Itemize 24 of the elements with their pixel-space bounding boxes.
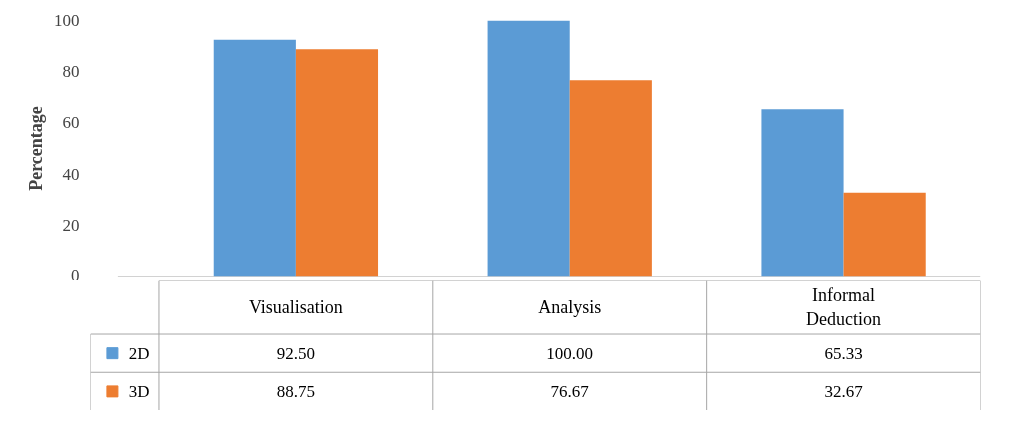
y-tick-label: 0 [71, 265, 80, 285]
y-tick-label: 20 [62, 215, 80, 235]
data-label: 100.00 [546, 343, 594, 363]
bar [295, 49, 379, 277]
data-label: 88.75 [276, 381, 316, 401]
legend-label: 3D [128, 381, 150, 401]
data-label: 76.67 [550, 381, 590, 401]
data-label: 32.67 [824, 381, 864, 401]
y-tick-label: 40 [62, 164, 80, 184]
bar [213, 39, 296, 277]
data-label: 92.50 [276, 343, 316, 363]
bar [843, 192, 926, 277]
y-tick-label: 60 [62, 113, 80, 133]
bar [761, 109, 844, 277]
x-tick-label: Informal Deduction [806, 285, 882, 330]
x-tick-label: Analysis [538, 297, 602, 318]
x-tick-label: Visualisation [248, 297, 343, 318]
y-tick-label: 100 [54, 11, 80, 30]
y-axis-title: Percentage [26, 106, 46, 191]
bar [569, 80, 652, 277]
bar [487, 20, 570, 277]
data-label: 65.33 [824, 343, 863, 363]
y-tick-label: 80 [62, 62, 80, 82]
legend-label: 2D [128, 343, 150, 363]
